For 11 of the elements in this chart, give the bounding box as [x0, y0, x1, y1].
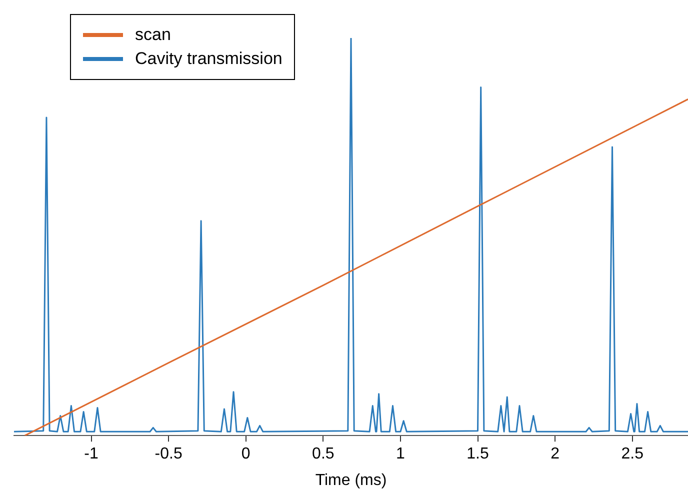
x-tick-label: 0: [241, 446, 250, 463]
x-axis-title: Time (ms): [315, 472, 387, 489]
x-tick-label: -0.5: [154, 446, 182, 463]
legend-label: scan: [135, 25, 171, 45]
legend-label: Cavity transmission: [135, 49, 282, 69]
x-tick-label: 1: [396, 446, 406, 463]
x-tick-label: 1.5: [466, 446, 489, 463]
x-tick-label: 2: [550, 446, 560, 463]
x-tick-label: 2.5: [621, 446, 644, 463]
x-tick-label: 0.5: [312, 446, 334, 463]
x-tick-label: -1: [84, 446, 99, 463]
